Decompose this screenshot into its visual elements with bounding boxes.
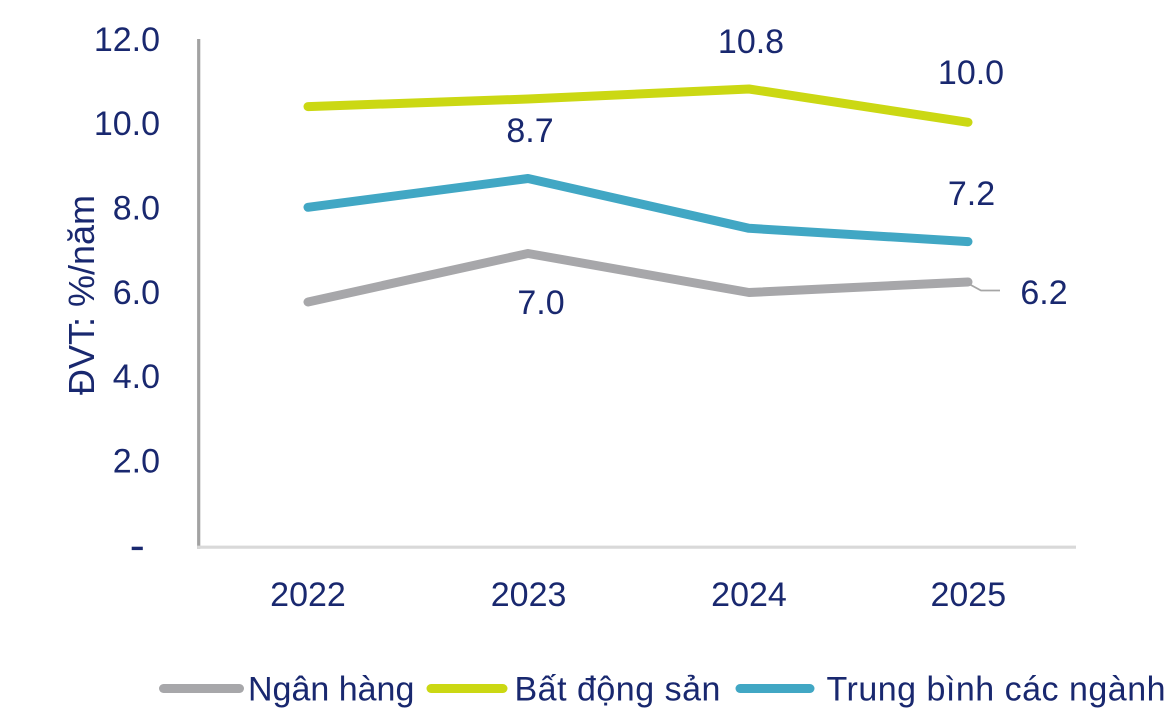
svg-text:10.0: 10.0 xyxy=(94,105,160,143)
svg-text:Bất động sản: Bất động sản xyxy=(515,670,721,708)
svg-text:10.0: 10.0 xyxy=(938,54,1004,92)
svg-text:2022: 2022 xyxy=(270,576,346,614)
svg-text:ĐVT: %/năm: ĐVT: %/năm xyxy=(61,195,102,395)
svg-text:Ngân hàng: Ngân hàng xyxy=(248,670,414,708)
svg-text:12.0: 12.0 xyxy=(94,21,160,59)
svg-text:4.0: 4.0 xyxy=(113,358,160,396)
svg-text:2024: 2024 xyxy=(711,576,787,614)
svg-text:6.0: 6.0 xyxy=(113,274,160,312)
svg-text:6.2: 6.2 xyxy=(1020,274,1067,312)
svg-text:2025: 2025 xyxy=(930,576,1006,614)
svg-text:8.0: 8.0 xyxy=(113,190,160,228)
svg-text:Trung bình các ngành: Trung bình các ngành xyxy=(827,670,1167,708)
svg-text:7.0: 7.0 xyxy=(517,284,564,322)
svg-text:2.0: 2.0 xyxy=(113,443,160,481)
svg-text:2023: 2023 xyxy=(491,576,567,614)
svg-text:10.8: 10.8 xyxy=(718,23,784,61)
svg-text:8.7: 8.7 xyxy=(506,112,553,150)
svg-text:7.2: 7.2 xyxy=(948,175,995,213)
